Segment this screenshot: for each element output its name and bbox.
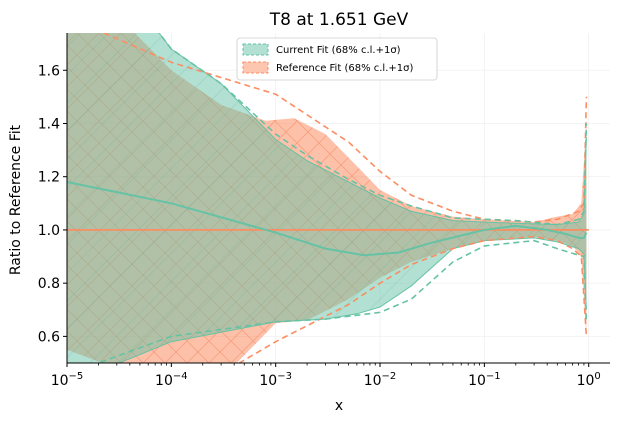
x-axis-label: x [335, 398, 343, 414]
x-tick-label-2: 10−3 [259, 371, 292, 389]
x-tick-label-1: 10−4 [155, 371, 188, 389]
x-tick-label-4: 10−1 [468, 371, 501, 389]
chart-title: T8 at 1.651 GeV [269, 10, 409, 30]
current-sigma-upper [158, 33, 588, 226]
legend-swatch-reference [242, 61, 269, 74]
y-tick-label-5: 1.6 [38, 63, 60, 79]
current-band-lower-edge [117, 237, 587, 363]
reference-sigma-lower [237, 235, 588, 363]
x-tick-label-5: 100 [577, 371, 601, 389]
y-axis-label: Ratio to Reference Fit [8, 124, 24, 275]
legend-label-reference: Reference Fit (68% c.l.+1σ) [276, 63, 413, 74]
legend-frame [236, 37, 438, 81]
plot-area [67, 33, 589, 363]
y-tick-label-2: 1.0 [38, 223, 60, 239]
current-band-upper-edge [158, 33, 587, 226]
x-tick-label-3: 10−2 [364, 371, 397, 389]
y-tick-label-1: 0.8 [38, 276, 60, 292]
y-tick-label-3: 1.2 [38, 170, 60, 186]
x-tick-label-0: 10−5 [51, 371, 84, 389]
current-sigma-lower [96, 239, 588, 363]
current-central-line [67, 181, 588, 257]
legend-label-current: Current Fit (68% c.l.+1σ) [276, 45, 401, 56]
y-tick-label-0: 0.6 [38, 329, 60, 345]
y-tick-label-4: 1.4 [38, 116, 60, 132]
legend-swatch-current [242, 43, 269, 56]
reference-sigma-upper [101, 33, 588, 223]
current-band-hatch [67, 33, 587, 363]
legend: Current Fit (68% c.l.+1σ) Reference Fit … [236, 37, 438, 81]
